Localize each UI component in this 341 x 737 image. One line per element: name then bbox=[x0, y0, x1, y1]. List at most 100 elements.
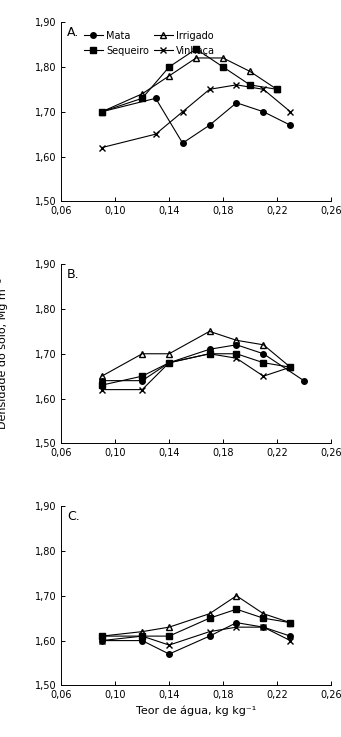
Mata bbox=[302, 376, 306, 385]
Sequeiro bbox=[100, 108, 104, 116]
Mata bbox=[261, 349, 265, 358]
Vinhaça bbox=[100, 385, 104, 394]
Vinhaça bbox=[140, 385, 144, 394]
Irrigado bbox=[207, 609, 211, 618]
Vinhaça bbox=[207, 349, 211, 358]
Line: Vinhaça: Vinhaça bbox=[99, 624, 293, 648]
Mata bbox=[288, 632, 292, 640]
Vinhaça bbox=[261, 623, 265, 632]
Sequeiro bbox=[140, 371, 144, 380]
Line: Sequeiro: Sequeiro bbox=[99, 351, 293, 388]
Sequeiro bbox=[288, 618, 292, 627]
Mata bbox=[100, 376, 104, 385]
Mata bbox=[140, 376, 144, 385]
Mata bbox=[100, 108, 104, 116]
Vinhaça bbox=[288, 108, 292, 116]
Vinhaça bbox=[261, 371, 265, 380]
Irrigado bbox=[140, 89, 144, 98]
Sequeiro bbox=[275, 85, 279, 94]
Line: Irrigado: Irrigado bbox=[99, 329, 293, 379]
Vinhaça bbox=[288, 363, 292, 371]
Irrigado bbox=[261, 340, 265, 349]
Sequeiro bbox=[100, 381, 104, 390]
Irrigado bbox=[167, 71, 171, 80]
Mata bbox=[140, 636, 144, 645]
Mata bbox=[207, 632, 211, 640]
Sequeiro bbox=[235, 605, 239, 614]
Sequeiro bbox=[261, 614, 265, 623]
Irrigado bbox=[235, 336, 239, 345]
Line: Sequeiro: Sequeiro bbox=[99, 607, 293, 639]
Sequeiro bbox=[167, 63, 171, 71]
Mata bbox=[167, 358, 171, 367]
Vinhaça bbox=[207, 627, 211, 636]
Sequeiro bbox=[248, 80, 252, 89]
Line: Vinhaça: Vinhaça bbox=[99, 82, 293, 150]
Irrigado bbox=[288, 363, 292, 371]
Mata bbox=[167, 649, 171, 658]
Text: C.: C. bbox=[67, 510, 79, 523]
Text: B.: B. bbox=[67, 268, 79, 281]
Text: A.: A. bbox=[67, 26, 79, 39]
Mata bbox=[100, 636, 104, 645]
Sequeiro bbox=[261, 358, 265, 367]
Vinhaça bbox=[167, 358, 171, 367]
Sequeiro bbox=[100, 632, 104, 640]
Irrigado bbox=[261, 609, 265, 618]
X-axis label: Teor de água, kg kg⁻¹: Teor de água, kg kg⁻¹ bbox=[136, 706, 256, 716]
Line: Vinhaça: Vinhaça bbox=[99, 351, 293, 392]
Vinhaça bbox=[207, 85, 211, 94]
Irrigado bbox=[140, 627, 144, 636]
Vinhaça bbox=[153, 130, 158, 139]
Irrigado bbox=[100, 108, 104, 116]
Line: Mata: Mata bbox=[99, 620, 293, 657]
Line: Irrigado: Irrigado bbox=[99, 593, 293, 639]
Mata bbox=[261, 108, 265, 116]
Line: Sequeiro: Sequeiro bbox=[99, 46, 280, 114]
Irrigado bbox=[235, 591, 239, 600]
Vinhaça bbox=[235, 354, 239, 363]
Vinhaça bbox=[100, 143, 104, 152]
Mata bbox=[207, 345, 211, 354]
Line: Mata: Mata bbox=[99, 96, 293, 146]
Line: Irrigado: Irrigado bbox=[99, 55, 280, 114]
Mata bbox=[207, 121, 211, 130]
Sequeiro bbox=[221, 63, 225, 71]
Vinhaça bbox=[235, 80, 239, 89]
Irrigado bbox=[140, 349, 144, 358]
Sequeiro bbox=[207, 349, 211, 358]
Mata bbox=[261, 623, 265, 632]
Sequeiro bbox=[140, 632, 144, 640]
Irrigado bbox=[100, 632, 104, 640]
Vinhaça bbox=[261, 85, 265, 94]
Irrigado bbox=[167, 623, 171, 632]
Sequeiro bbox=[288, 363, 292, 371]
Vinhaça bbox=[140, 632, 144, 640]
Sequeiro bbox=[207, 614, 211, 623]
Irrigado bbox=[221, 54, 225, 63]
Vinhaça bbox=[288, 636, 292, 645]
Mata bbox=[153, 94, 158, 102]
Irrigado bbox=[167, 349, 171, 358]
Mata bbox=[235, 98, 239, 107]
Legend: Mata, Sequeiro, Irrigado, Vinhaça: Mata, Sequeiro, Irrigado, Vinhaça bbox=[80, 27, 219, 60]
Mata bbox=[288, 121, 292, 130]
Vinhaça bbox=[167, 640, 171, 649]
Irrigado bbox=[100, 371, 104, 380]
Sequeiro bbox=[140, 94, 144, 102]
Sequeiro bbox=[167, 632, 171, 640]
Vinhaça bbox=[100, 636, 104, 645]
Irrigado bbox=[288, 618, 292, 627]
Line: Mata: Mata bbox=[99, 342, 307, 383]
Irrigado bbox=[248, 67, 252, 76]
Irrigado bbox=[194, 54, 198, 63]
Irrigado bbox=[275, 85, 279, 94]
Sequeiro bbox=[235, 349, 239, 358]
Text: Densidade do solo, Mg m⁻³: Densidade do solo, Mg m⁻³ bbox=[0, 278, 9, 430]
Vinhaça bbox=[180, 108, 184, 116]
Sequeiro bbox=[167, 358, 171, 367]
Irrigado bbox=[207, 327, 211, 336]
Sequeiro bbox=[194, 44, 198, 53]
Mata bbox=[235, 340, 239, 349]
Mata bbox=[180, 139, 184, 147]
